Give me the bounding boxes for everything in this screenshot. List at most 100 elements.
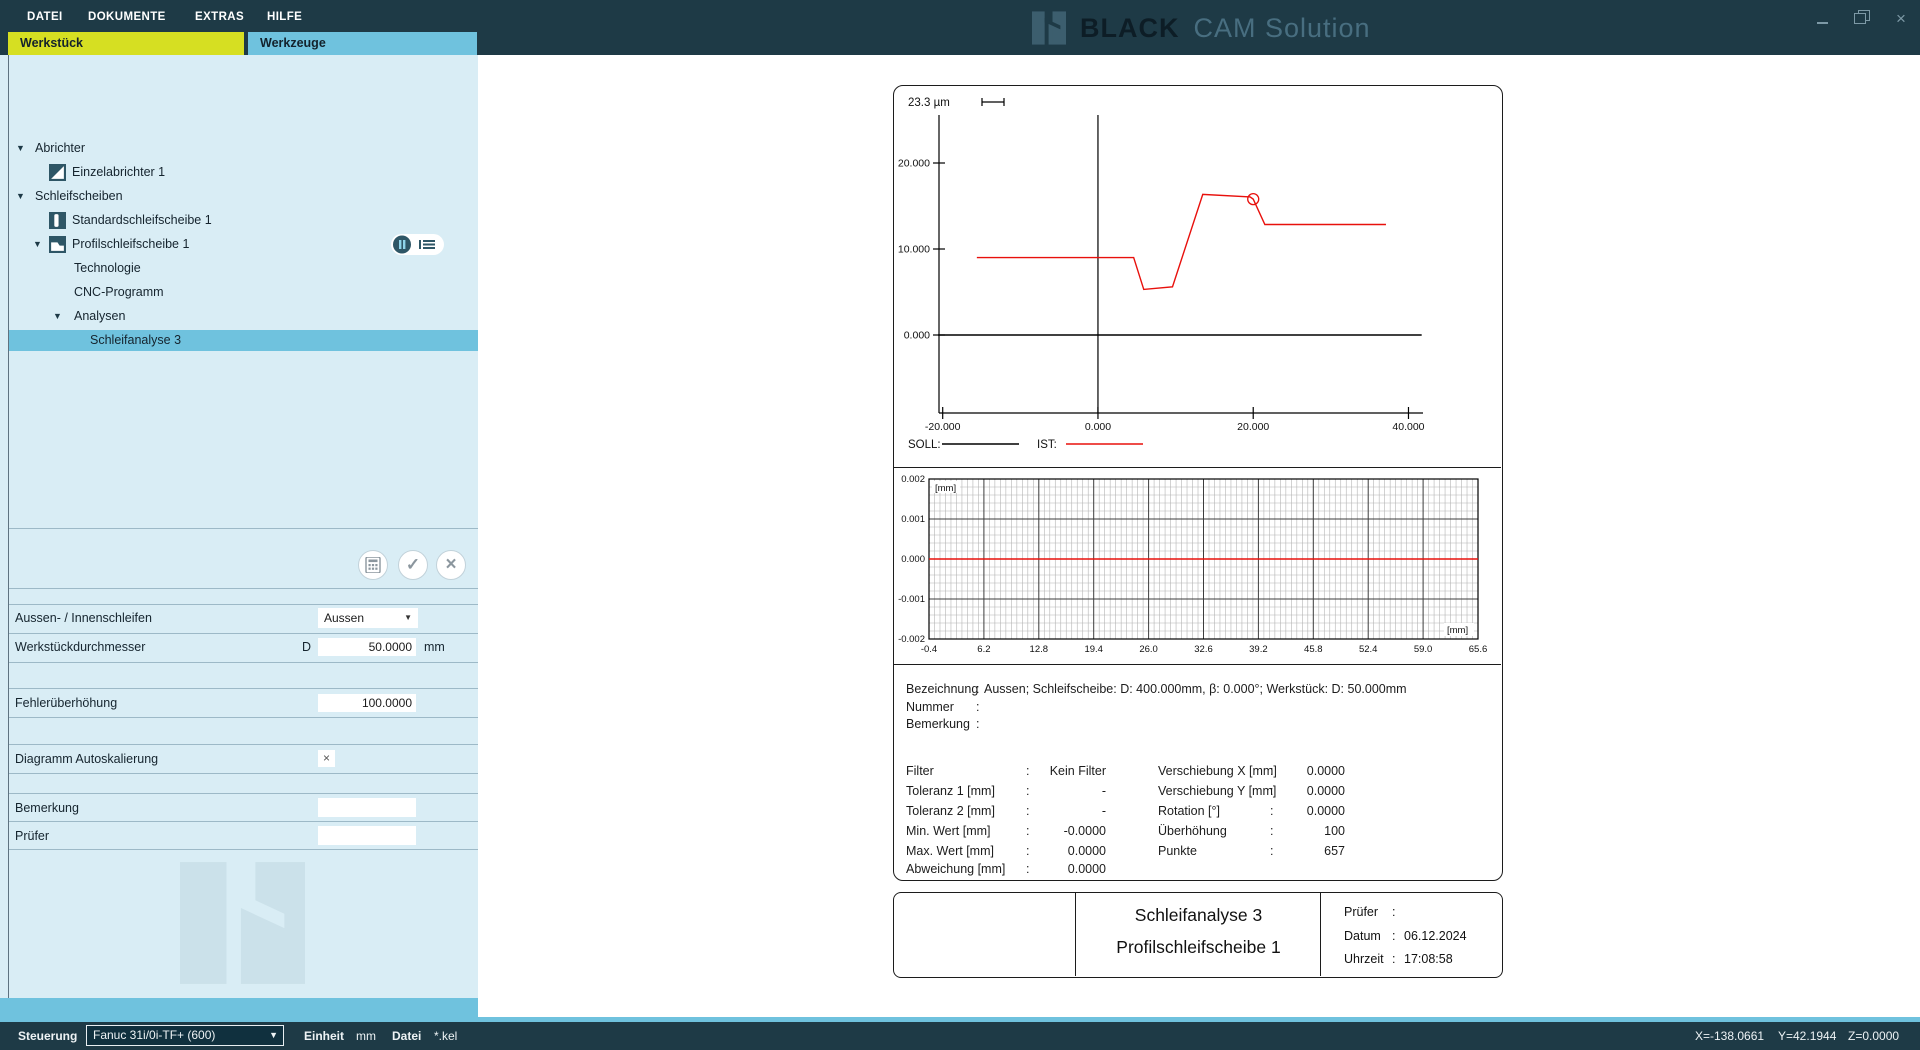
- menu-dokumente[interactable]: DOKUMENTE: [88, 11, 166, 23]
- bemerkung-label: Bemerkung: [15, 801, 79, 815]
- cancel-button[interactable]: ×: [436, 550, 466, 580]
- tree-item-schleifscheiben[interactable]: ▼ Schleifscheiben: [9, 186, 478, 207]
- apply-button[interactable]: ✓: [398, 550, 428, 580]
- bemerkung-input[interactable]: [318, 798, 416, 817]
- chevron-down-icon[interactable]: ▼: [16, 191, 25, 201]
- ueberhoehung-label: Überhöhung: [1158, 824, 1227, 838]
- svg-text:0.000: 0.000: [1085, 421, 1111, 433]
- rotation-value: 0.0000: [1306, 804, 1345, 818]
- chevron-down-icon: ▼: [404, 613, 412, 622]
- svg-text:32.6: 32.6: [1194, 644, 1213, 655]
- colon: :: [1392, 905, 1396, 919]
- tree-item-einzelabrichter[interactable]: Einzelabrichter 1: [9, 162, 478, 183]
- datei-value: *.kel: [434, 1029, 458, 1043]
- werkstueckdurchmesser-input[interactable]: [318, 638, 416, 656]
- tab-werkzeuge[interactable]: Werkzeuge: [248, 32, 477, 55]
- aussen-innen-select[interactable]: Aussen ▼: [318, 608, 418, 628]
- minimize-button[interactable]: [1812, 10, 1834, 28]
- verschiebung-x-value: 0.0000: [1306, 764, 1345, 778]
- report-title-line1: Schleifanalyse 3: [1134, 905, 1263, 925]
- verschiebung-x-label: Verschiebung X [mm]: [1158, 764, 1277, 778]
- svg-text:-20.000: -20.000: [925, 421, 961, 433]
- restore-button[interactable]: [1850, 10, 1872, 28]
- tree-item-technologie[interactable]: Technologie: [74, 261, 141, 275]
- colon: :: [1026, 804, 1030, 818]
- colon: :: [1270, 784, 1274, 798]
- svg-text:19.4: 19.4: [1084, 644, 1103, 655]
- tb-uhrzeit-value: 17:08:58: [1404, 952, 1453, 966]
- svg-text:59.0: 59.0: [1414, 644, 1433, 655]
- filter-label: Filter: [906, 764, 934, 778]
- svg-text:23.3 µm: 23.3 µm: [908, 97, 950, 109]
- calculate-button[interactable]: [358, 550, 388, 580]
- tree-item-cnc-programm[interactable]: CNC-Programm: [74, 285, 164, 299]
- tree-item-analysen[interactable]: ▼ Analysen: [9, 306, 478, 327]
- fehlerueberhoehung-input[interactable]: [318, 694, 416, 712]
- steuerung-select[interactable]: Fanuc 31i/0i-TF+ (600) ▼: [86, 1025, 284, 1046]
- svg-text:12.8: 12.8: [1030, 644, 1049, 655]
- statusbar: Steuerung Fanuc 31i/0i-TF+ (600) ▼ Einhe…: [0, 1022, 1920, 1050]
- svg-text:0.002: 0.002: [901, 474, 925, 485]
- toleranz1-label: Toleranz 1 [mm]: [906, 784, 995, 798]
- dresser-icon: [49, 164, 66, 181]
- row-divider: [9, 773, 478, 774]
- autoskalierung-checkbox[interactable]: ×: [318, 750, 335, 767]
- colon: :: [1392, 952, 1396, 966]
- svg-text:-0.002: -0.002: [898, 634, 925, 645]
- tree-item-profilschleifscheibe[interactable]: ▼ Profilschleifscheibe 1: [9, 234, 478, 255]
- colon: :: [1270, 824, 1274, 838]
- aussen-innen-label: Aussen- / Innenschleifen: [15, 611, 152, 625]
- analysis-info-section: Bezeichnung : Aussen; Schleifscheibe: D:…: [894, 664, 1501, 879]
- svg-text:6.2: 6.2: [977, 644, 990, 655]
- close-button[interactable]: ×: [1896, 9, 1906, 28]
- punkte-value: 657: [1324, 844, 1345, 858]
- pruefer-input[interactable]: [318, 826, 416, 845]
- colon: :: [976, 682, 980, 696]
- tab-werkstueck[interactable]: Werkstück: [8, 32, 244, 55]
- coord-x: X=-138.0661: [1695, 1029, 1765, 1043]
- verschiebung-y-label: Verschiebung Y [mm]: [1158, 784, 1277, 798]
- chevron-down-icon[interactable]: ▼: [53, 311, 62, 321]
- min-wert-label: Min. Wert [mm]: [906, 824, 991, 838]
- tree-item-schleifanalyse-3[interactable]: Schleifanalyse 3: [9, 330, 478, 351]
- tree-item-abrichter[interactable]: ▼ Abrichter: [9, 138, 478, 159]
- verschiebung-y-value: 0.0000: [1306, 784, 1345, 798]
- chevron-down-icon[interactable]: ▼: [16, 143, 25, 153]
- colon: :: [1270, 804, 1274, 818]
- colon: :: [1392, 929, 1396, 943]
- app-logo: BLACK CAM Solution: [1032, 8, 1371, 48]
- colon: :: [1270, 764, 1274, 778]
- svg-text:[mm]: [mm]: [1447, 625, 1468, 636]
- tb-uhrzeit-label: Uhrzeit: [1344, 952, 1384, 966]
- toleranz2-value: -: [1101, 804, 1106, 818]
- report-title-line2: Profilschleifscheibe 1: [1116, 937, 1281, 957]
- svg-text:0.000: 0.000: [901, 554, 925, 565]
- menu-hilfe[interactable]: HILFE: [267, 11, 303, 23]
- close-icon: ×: [445, 554, 457, 575]
- svg-text:-0.001: -0.001: [898, 594, 925, 605]
- sidebar-bottom-strip: [0, 998, 478, 1022]
- colon: :: [1026, 784, 1030, 798]
- autoskalierung-label: Diagramm Autoskalierung: [15, 752, 159, 766]
- colon: :: [1026, 844, 1030, 858]
- tree-item-standardschleifscheibe[interactable]: Standardschleifscheibe 1: [9, 210, 478, 231]
- check-icon: ✓: [405, 555, 421, 574]
- profile-wheel-icon: [49, 236, 66, 253]
- svg-text:IST:: IST:: [1037, 439, 1057, 451]
- einheit-label: Einheit: [304, 1029, 345, 1043]
- menu-datei[interactable]: DATEI: [27, 11, 63, 23]
- bezeichnung-value: Aussen; Schleifscheibe: D: 400.000mm, β:…: [984, 682, 1407, 696]
- svg-text:45.8: 45.8: [1304, 644, 1323, 655]
- brand-name-bold: BLACK: [1080, 12, 1180, 43]
- menu-extras[interactable]: EXTRAS: [195, 11, 245, 23]
- watermark-logo: [180, 862, 305, 984]
- abweichung-label: Abweichung [mm]: [906, 862, 1006, 876]
- row-divider: [9, 717, 478, 718]
- panel-divider: [894, 664, 1501, 665]
- datei-label: Datei: [392, 1029, 422, 1043]
- chevron-down-icon[interactable]: ▼: [33, 239, 42, 249]
- toleranz2-label: Toleranz 2 [mm]: [906, 804, 995, 818]
- svg-text:26.0: 26.0: [1139, 644, 1158, 655]
- wheel-toggle-pill[interactable]: [391, 234, 444, 255]
